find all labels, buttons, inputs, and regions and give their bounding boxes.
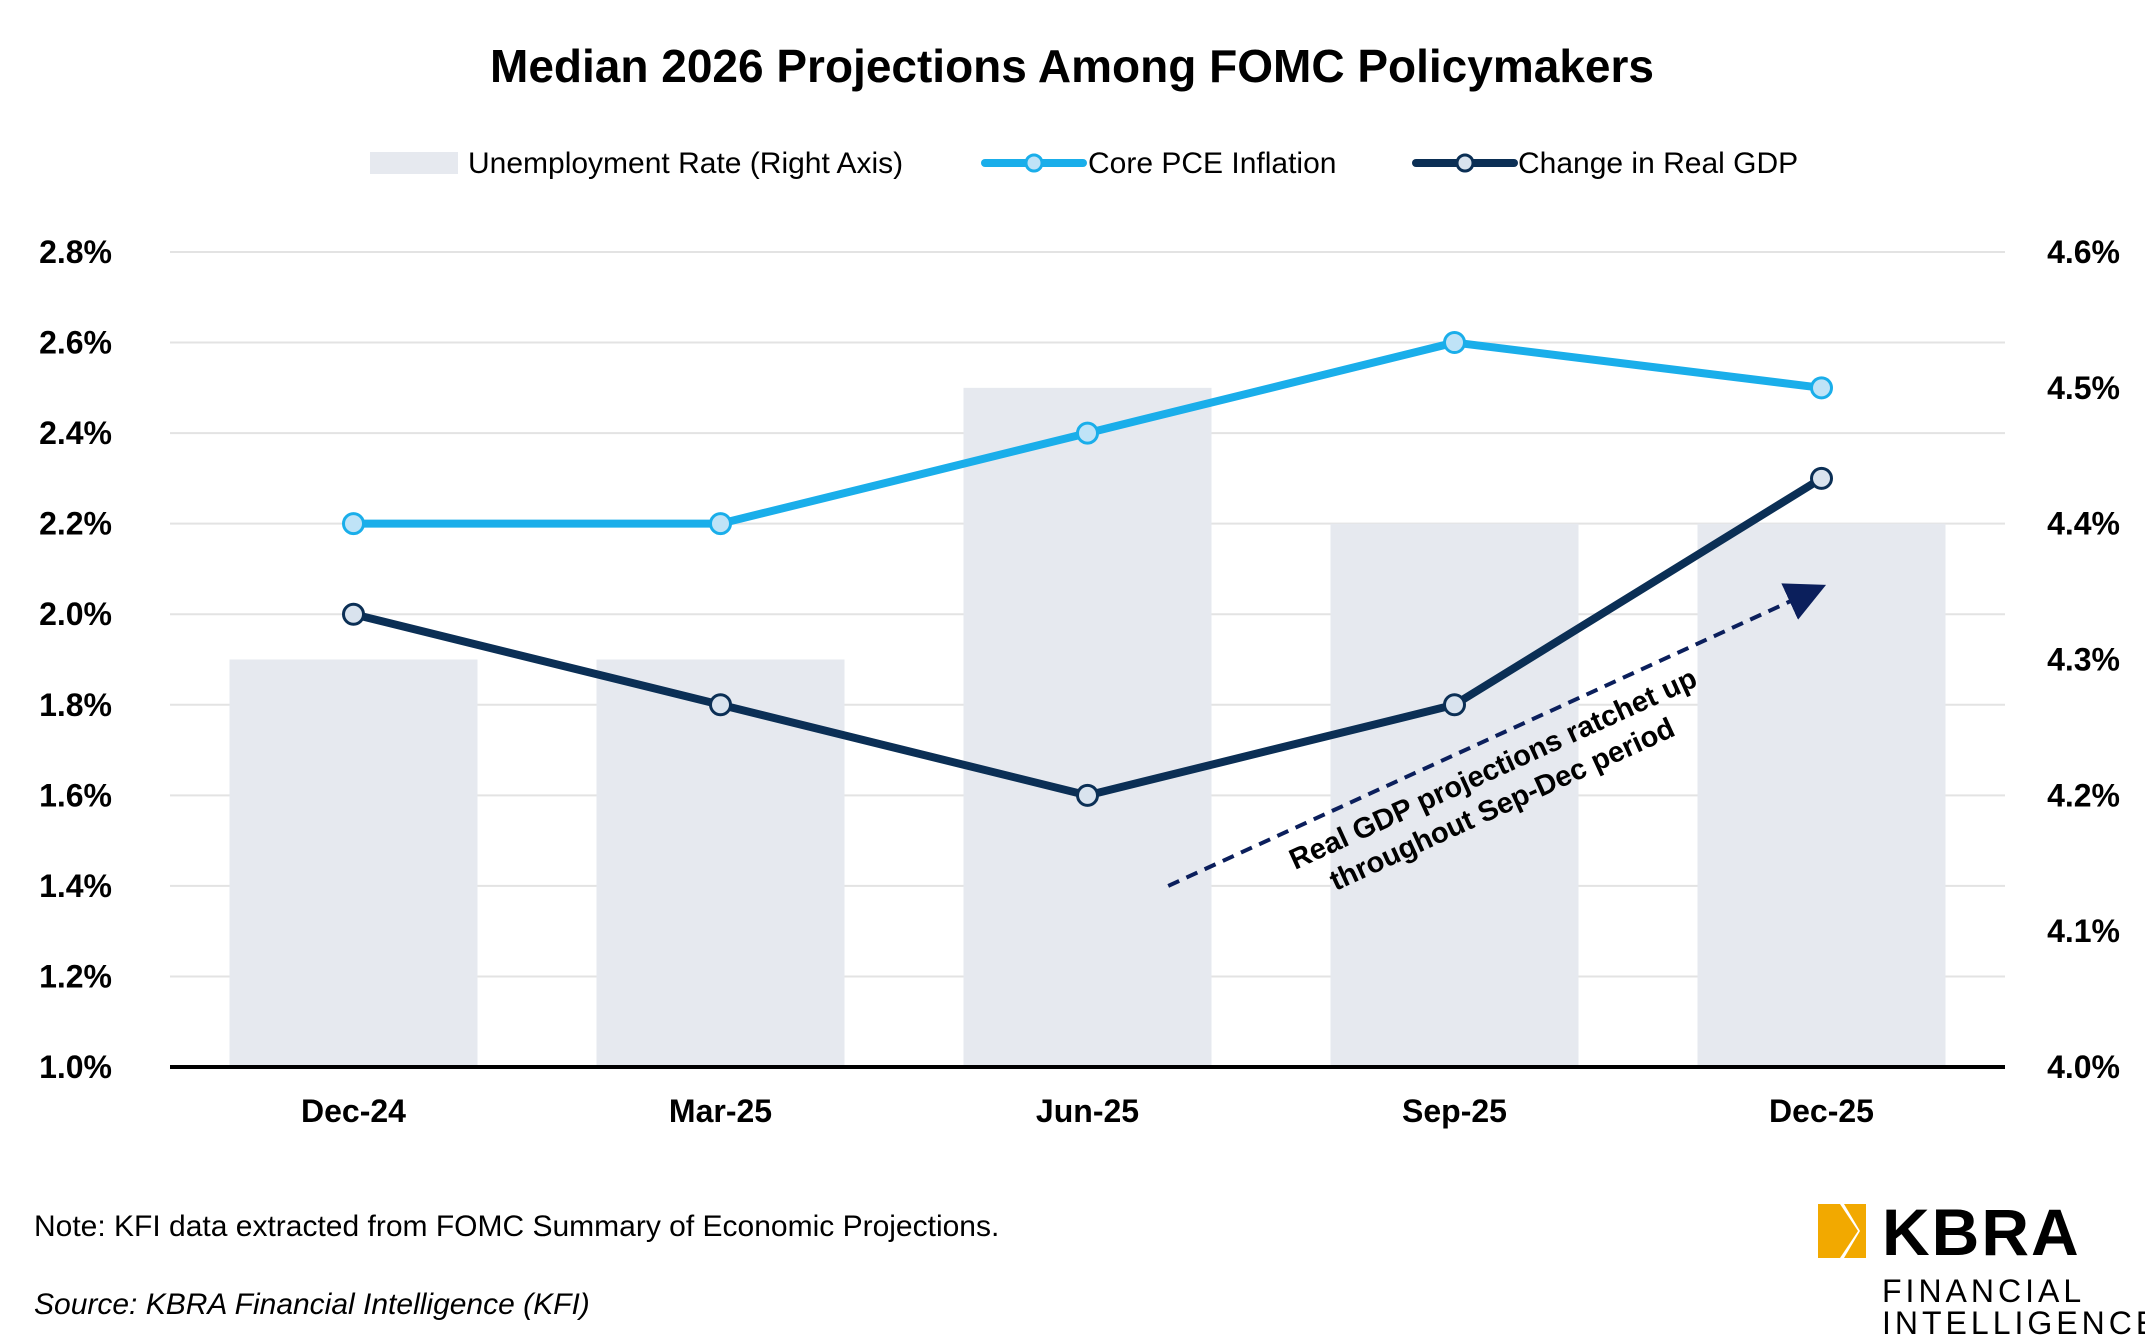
bar-dec-25 [1697, 523, 1946, 1067]
kbra-logo-mark-icon [1818, 1204, 1866, 1258]
x-tick-label: Dec-24 [301, 1093, 406, 1129]
x-tick-label: Mar-25 [669, 1093, 772, 1129]
legend-marker-real-gdp [1455, 153, 1475, 173]
point-real-gdp-sep-25 [1443, 693, 1466, 717]
right-tick-label: 4.5% [2047, 370, 2120, 406]
bar-dec-24 [229, 659, 478, 1067]
x-tick-label: Jun-25 [1036, 1093, 1139, 1129]
legend-label-real-gdp: Change in Real GDP [1518, 147, 1798, 180]
left-axis-ticks: 1.0% 1.2% 1.4% 1.6% 1.8% 2.0% 2.2% 2.4% 2.6% 2.8% [39, 234, 112, 1085]
right-tick-label: 4.4% [2047, 506, 2120, 542]
logo-wordmark: KBRA [1882, 1195, 2081, 1269]
logo-line-2: INTELLIGENCE [1882, 1305, 2145, 1341]
legend: Unemployment Rate (Right Axis) Core PCE … [370, 147, 1798, 180]
bar-sep-25 [1330, 523, 1579, 1067]
left-tick-label: 2.2% [39, 506, 112, 542]
left-tick-label: 2.6% [39, 325, 112, 361]
legend-label-unemployment: Unemployment Rate (Right Axis) [468, 147, 903, 180]
logo-line-1: FINANCIAL [1882, 1273, 2086, 1309]
legend-label-core-pce: Core PCE Inflation [1088, 147, 1336, 180]
left-tick-label: 2.0% [39, 596, 112, 632]
kbra-logo: KBRA FINANCIAL INTELLIGENCE [1818, 1195, 2145, 1340]
chart-title: Median 2026 Projections Among FOMC Polic… [490, 40, 1654, 92]
chart: Median 2026 Projections Among FOMC Polic… [39, 40, 2120, 1129]
right-tick-label: 4.0% [2047, 1049, 2120, 1085]
line-series [342, 331, 1833, 807]
x-axis-ticks: Dec-24 Mar-25 Jun-25 Sep-25 Dec-25 [301, 1093, 1874, 1129]
point-core-pce-dec-24 [342, 512, 365, 536]
x-tick-label: Dec-25 [1769, 1093, 1874, 1129]
legend-marker-core-pce [1024, 153, 1044, 173]
left-tick-label: 1.4% [39, 868, 112, 904]
bar-series-unemployment [229, 387, 1946, 1067]
left-tick-label: 1.6% [39, 777, 112, 813]
right-tick-label: 4.3% [2047, 642, 2120, 678]
legend-swatch-unemployment [370, 152, 458, 174]
left-tick-label: 1.0% [39, 1049, 112, 1085]
x-tick-label: Sep-25 [1402, 1093, 1507, 1129]
footer-note: Note: KFI data extracted from FOMC Summa… [34, 1210, 1000, 1243]
point-core-pce-sep-25 [1443, 331, 1466, 355]
bar-jun-25 [963, 387, 1212, 1067]
left-tick-label: 2.8% [39, 234, 112, 270]
point-core-pce-dec-25 [1810, 376, 1833, 400]
left-tick-label: 1.8% [39, 687, 112, 723]
footer-source: Source: KBRA Financial Intelligence (KFI… [34, 1288, 590, 1321]
right-tick-label: 4.1% [2047, 913, 2120, 949]
point-real-gdp-jun-25 [1076, 783, 1099, 807]
point-real-gdp-dec-25 [1810, 466, 1833, 490]
point-real-gdp-mar-25 [709, 693, 732, 717]
left-tick-label: 2.4% [39, 415, 112, 451]
point-core-pce-mar-25 [709, 512, 732, 536]
annotation-arrow [1167, 583, 1827, 888]
point-core-pce-jun-25 [1076, 421, 1099, 445]
right-axis-ticks: 4.0% 4.1% 4.2% 4.3% 4.4% 4.5% 4.6% [2047, 234, 2120, 1085]
right-tick-label: 4.2% [2047, 777, 2120, 813]
point-real-gdp-dec-24 [342, 602, 365, 626]
left-tick-label: 1.2% [39, 958, 112, 994]
right-tick-label: 4.6% [2047, 234, 2120, 270]
bar-mar-25 [596, 659, 845, 1067]
